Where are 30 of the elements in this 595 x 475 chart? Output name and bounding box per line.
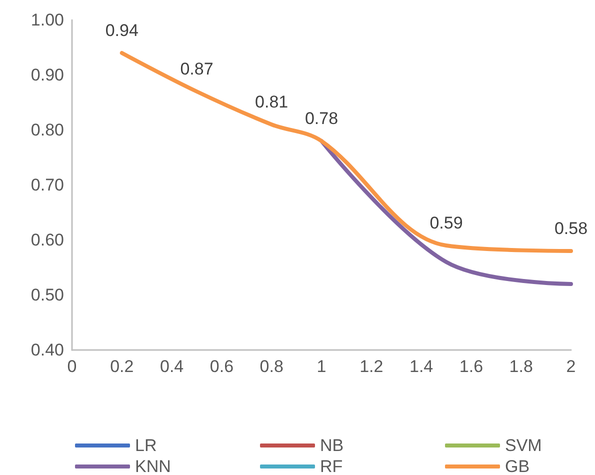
y-tick-label: 0.40: [30, 340, 64, 360]
x-tick-label: 0: [67, 357, 77, 376]
legend-label: RF: [320, 457, 343, 475]
data-label: 0.78: [304, 109, 338, 128]
legend-label: KNN: [135, 457, 171, 475]
data-label: 0.94: [105, 21, 138, 40]
x-tick-label: 1.6: [459, 357, 484, 376]
legend-label: LR: [135, 436, 157, 455]
data-label: 0.81: [255, 92, 288, 112]
data-label: 0.58: [554, 219, 588, 238]
legend-label: GB: [505, 457, 530, 475]
y-tick-label: 0.60: [30, 230, 64, 250]
data-label: 0.87: [180, 60, 214, 78]
x-tick-label: 1.4: [409, 357, 434, 376]
y-tick-label: 0.50: [30, 286, 64, 304]
y-tick-label: 0.70: [30, 176, 64, 194]
legend-label: SVM: [505, 436, 542, 455]
x-tick-label: 1.2: [360, 357, 384, 376]
x-tick-label: 1.8: [509, 357, 533, 376]
x-tick-label: 0.8: [260, 357, 284, 376]
x-tick-label: 2: [566, 357, 576, 376]
x-tick-label: 0.6: [210, 357, 234, 376]
y-tick-label: 0.80: [30, 120, 64, 140]
x-tick-label: 0.4: [160, 357, 184, 376]
x-tick-label: 0.2: [110, 357, 134, 376]
data-label: 0.59: [430, 214, 463, 232]
y-tick-label: 0.90: [30, 66, 64, 84]
x-tick-label: 1: [316, 357, 326, 376]
y-tick-label: 1.00: [30, 10, 64, 30]
legend-label: NB: [320, 436, 344, 455]
